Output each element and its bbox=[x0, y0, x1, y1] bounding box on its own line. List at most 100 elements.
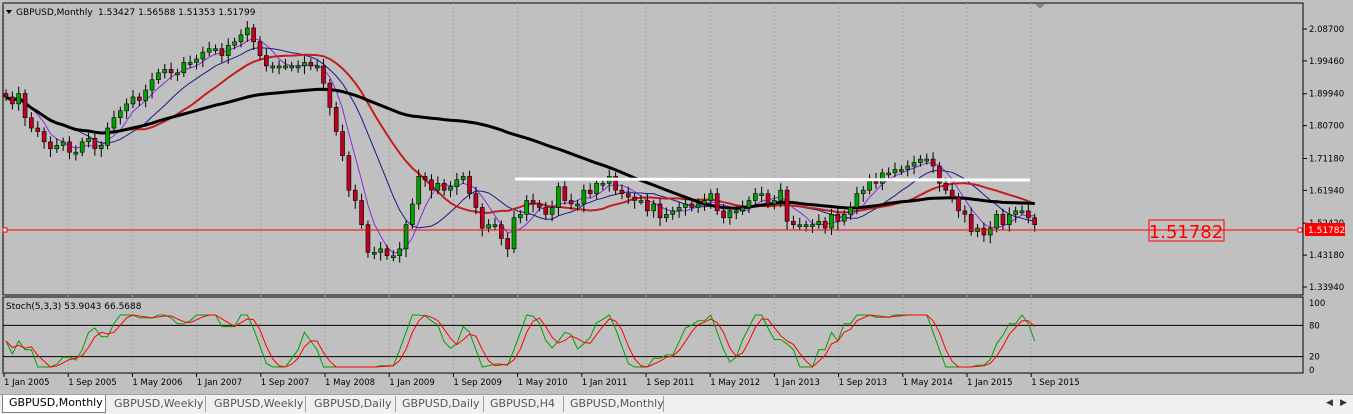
tab-label: GBPUSD,H4 bbox=[490, 397, 555, 410]
candle-body bbox=[3, 93, 9, 98]
tab-gbpusd-monthly-2[interactable]: GBPUSD,Monthly bbox=[564, 396, 664, 412]
candle-body bbox=[378, 248, 383, 253]
candle-body bbox=[10, 96, 15, 105]
candle-body bbox=[683, 203, 688, 208]
tab-label: GBPUSD,Daily bbox=[402, 397, 480, 410]
stoch-axis-label: 20 bbox=[1309, 353, 1320, 363]
candle-body bbox=[137, 96, 142, 101]
candle-body bbox=[937, 165, 942, 184]
candle-body bbox=[613, 176, 618, 191]
candle-body bbox=[41, 131, 47, 143]
candle-body bbox=[295, 65, 301, 69]
candle-body bbox=[238, 34, 244, 43]
candle-body bbox=[498, 224, 504, 239]
candle-body bbox=[625, 193, 631, 198]
horizontal-trendline[interactable] bbox=[514, 177, 1031, 182]
candle-body bbox=[651, 203, 657, 212]
scroll-right-icon[interactable]: ▶ bbox=[1340, 398, 1347, 408]
moving-average-line bbox=[5, 53, 1036, 214]
time-tick-label: 1 Sep 2015 bbox=[1031, 378, 1079, 388]
candle-body bbox=[911, 162, 917, 167]
price-tick-label: 1.89940 bbox=[1309, 90, 1344, 100]
candle-body bbox=[54, 145, 60, 150]
candle-body bbox=[60, 141, 66, 146]
candle-body bbox=[245, 27, 250, 36]
time-tick-label: 1 May 2006 bbox=[132, 378, 182, 388]
candle-body bbox=[175, 72, 180, 76]
candle-body bbox=[587, 189, 593, 194]
chart-tab-bar: GBPUSD,Monthly GBPUSD,Weekly GBPUSD,Week… bbox=[0, 394, 1353, 414]
price-line-handle-right[interactable] bbox=[1297, 227, 1303, 233]
candle-body bbox=[340, 131, 345, 156]
candle-body bbox=[276, 65, 282, 69]
dropdown-arrow-icon[interactable] bbox=[6, 10, 12, 14]
shift-marker-icon[interactable] bbox=[1035, 4, 1045, 9]
candle-body bbox=[391, 255, 396, 259]
candle-body bbox=[48, 141, 53, 150]
ohlc-values: 1.53427 1.56588 1.51353 1.51799 bbox=[98, 8, 256, 18]
candle-body bbox=[213, 48, 218, 51]
tab-gbpusd-h4[interactable]: GBPUSD,H4 bbox=[484, 396, 564, 412]
current-price-tag-label: 1.51782 bbox=[1308, 226, 1345, 236]
candle-body bbox=[1006, 214, 1012, 225]
tab-label: GBPUSD,Weekly bbox=[114, 397, 204, 410]
tab-gbpusd-daily[interactable]: GBPUSD,Daily bbox=[308, 396, 396, 412]
candle-body bbox=[1026, 210, 1031, 219]
candle-body bbox=[365, 224, 371, 253]
time-tick-label: 1 Jan 2013 bbox=[774, 378, 820, 388]
candle-body bbox=[664, 214, 669, 219]
candle-body bbox=[187, 62, 193, 65]
candle-body bbox=[752, 193, 758, 201]
scroll-left-icon[interactable]: ◀ bbox=[1326, 398, 1333, 408]
candle-body bbox=[835, 214, 841, 222]
candle-body bbox=[645, 200, 650, 212]
stoch-axis-label: 0 bbox=[1309, 366, 1314, 376]
candle-body bbox=[397, 248, 403, 257]
candle-body bbox=[994, 214, 999, 229]
candle-body bbox=[892, 169, 898, 174]
main-plot-area[interactable] bbox=[2, 2, 1304, 296]
candle-body bbox=[968, 214, 974, 232]
candle-body bbox=[327, 82, 333, 108]
candle-body bbox=[638, 200, 644, 203]
time-tick-label: 1 Sep 2007 bbox=[261, 378, 309, 388]
time-tick-label: 1 Sep 2005 bbox=[68, 378, 116, 388]
candle-body bbox=[886, 172, 891, 176]
price-tick-label: 2.08700 bbox=[1309, 25, 1344, 35]
candle-body bbox=[435, 182, 441, 191]
candle-body bbox=[632, 196, 637, 201]
candle-body bbox=[143, 89, 148, 101]
candle-body bbox=[384, 248, 390, 257]
chart-window[interactable]: 1.51782 GBPUSD,Monthly 1.53427 1.56588 1… bbox=[0, 0, 1353, 394]
candle-body bbox=[16, 93, 22, 105]
candle-body bbox=[759, 193, 764, 196]
time-tick-label: 1 Sep 2009 bbox=[453, 378, 501, 388]
candle-body bbox=[149, 79, 155, 91]
stoch-plot-area[interactable] bbox=[2, 296, 1304, 374]
candle-body bbox=[505, 238, 510, 250]
candle-body bbox=[727, 210, 733, 219]
tab-gbpusd-weekly-2[interactable]: GBPUSD,Weekly bbox=[208, 396, 306, 412]
candle-body bbox=[1032, 217, 1037, 225]
candle-body bbox=[302, 62, 307, 67]
candle-body bbox=[321, 65, 326, 84]
tab-gbpusd-weekly[interactable]: GBPUSD,Weekly bbox=[108, 396, 206, 412]
tab-gbpusd-daily-2[interactable]: GBPUSD,Daily bbox=[396, 396, 484, 412]
candle-body bbox=[1019, 210, 1025, 214]
candle-body bbox=[549, 207, 555, 215]
big-price-box bbox=[1148, 219, 1225, 242]
candle-body bbox=[289, 65, 295, 69]
candle-body bbox=[562, 186, 568, 201]
candle-body bbox=[918, 158, 923, 163]
candle-body bbox=[460, 176, 466, 181]
tab-gbpusd-monthly[interactable]: GBPUSD,Monthly bbox=[2, 395, 106, 413]
candle-body bbox=[67, 141, 72, 153]
candle-body bbox=[746, 200, 752, 208]
candle-body bbox=[232, 41, 237, 46]
price-line-handle-left[interactable] bbox=[2, 227, 8, 233]
candle-body bbox=[422, 176, 428, 181]
candle-body bbox=[1013, 210, 1018, 215]
candle-body bbox=[308, 62, 314, 67]
candle-body bbox=[429, 179, 434, 191]
candle-body bbox=[810, 224, 815, 227]
